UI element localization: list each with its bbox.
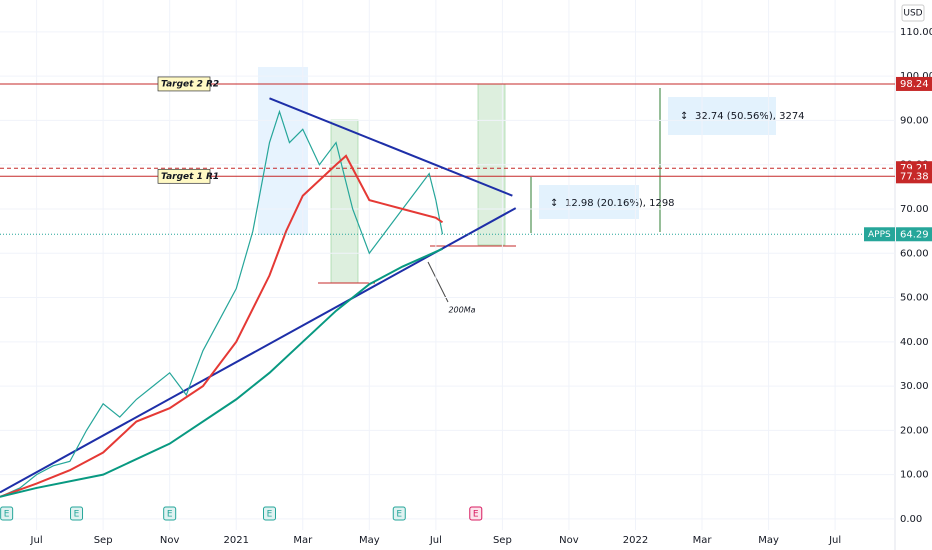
earnings-label: E xyxy=(167,510,173,520)
x-tick-label: May xyxy=(359,535,380,546)
price-line xyxy=(0,109,444,498)
price-badge-label: 79.21 xyxy=(900,163,929,174)
y-tick-label: 20.00 xyxy=(900,425,929,436)
y-tick-label: 30.00 xyxy=(900,381,929,392)
measure-box xyxy=(539,185,639,219)
y-tick-label: 40.00 xyxy=(900,337,929,348)
x-tick-label: Sep xyxy=(94,535,113,546)
currency-badge xyxy=(901,4,925,22)
level-tag xyxy=(157,76,211,92)
y-tick-label: 90.00 xyxy=(900,115,929,126)
y-tick-label: 60.00 xyxy=(900,248,929,259)
x-tick-label: Jul xyxy=(828,535,841,546)
y-tick-label: 70.00 xyxy=(900,204,929,215)
x-tick-label: 2021 xyxy=(224,535,249,546)
measure-label: 32.74 (50.56%), 3274 xyxy=(695,111,805,122)
earnings-label: E xyxy=(4,510,10,520)
x-tick-label: 2022 xyxy=(623,535,648,546)
earnings-marker xyxy=(469,506,483,521)
earnings-label: E xyxy=(267,510,273,520)
earnings-label: E xyxy=(74,510,80,520)
note-arrow xyxy=(427,261,449,303)
measure-label: 12.98 (20.16%), 1298 xyxy=(565,198,675,209)
earnings-label: E xyxy=(473,510,479,520)
x-tick-label: Sep xyxy=(493,535,512,546)
x-tick-label: Mar xyxy=(293,535,313,546)
y-tick-label: 110.00 xyxy=(900,27,932,38)
earnings-marker xyxy=(392,506,406,521)
measure-box xyxy=(668,97,776,135)
x-tick-label: Nov xyxy=(559,535,579,546)
price-line xyxy=(0,154,444,498)
x-tick-label: Nov xyxy=(160,535,180,546)
range-box xyxy=(258,67,308,235)
measure-icon: ↕ xyxy=(550,198,558,209)
y-tick-label: 100.00 xyxy=(900,71,932,82)
price-badge-label: 77.38 xyxy=(900,171,929,182)
x-tick-label: Jul xyxy=(30,535,43,546)
projection-box xyxy=(330,119,359,284)
x-tick-label: May xyxy=(758,535,779,546)
earnings-marker xyxy=(163,506,177,521)
earnings-marker xyxy=(0,506,14,521)
price-line xyxy=(0,247,443,498)
earnings-marker xyxy=(70,506,84,521)
price-badge xyxy=(896,169,932,184)
level-tag xyxy=(157,168,211,184)
symbol-badge xyxy=(864,227,895,242)
note: 200Ma xyxy=(448,306,475,315)
y-tick-label: 10.00 xyxy=(900,470,929,481)
symbol-label: APPS xyxy=(868,230,891,240)
price-badge-label: 98.24 xyxy=(900,79,929,90)
level-tag-label: Target 1 R1 xyxy=(161,172,219,182)
currency: USD xyxy=(903,9,922,19)
trendline xyxy=(269,97,513,197)
x-tick-label: Mar xyxy=(693,535,713,546)
price-badge-label: 64.29 xyxy=(900,229,929,240)
earnings-marker xyxy=(262,506,276,521)
earnings-label: E xyxy=(396,510,402,520)
level-tag-label: Target 2 R2 xyxy=(161,79,219,89)
price-badge xyxy=(896,227,932,242)
y-tick-label: 50.00 xyxy=(900,293,929,304)
price-badge xyxy=(896,76,932,91)
y-tick-label: 0.00 xyxy=(900,514,922,525)
x-tick-label: Jul xyxy=(429,535,442,546)
measure-icon: ↕ xyxy=(680,111,688,122)
